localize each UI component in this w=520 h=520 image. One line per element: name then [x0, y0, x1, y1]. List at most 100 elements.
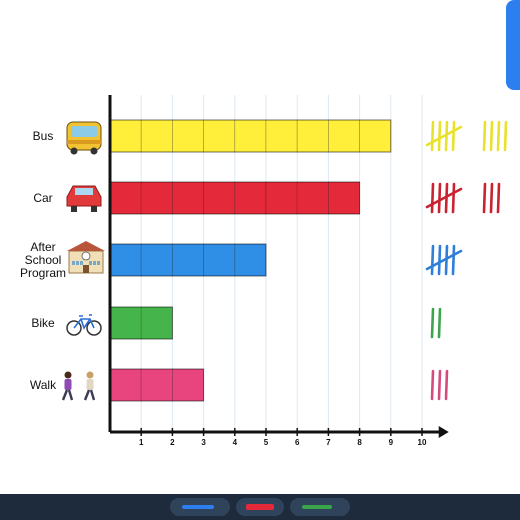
tally-stroke	[430, 369, 435, 401]
tally-bus	[425, 120, 508, 152]
school-window	[93, 261, 96, 265]
category-label: After School Program	[20, 240, 66, 280]
tally-stroke	[430, 120, 435, 152]
category-label-line: Bus	[33, 129, 54, 143]
bar-bus	[109, 119, 392, 153]
blue-pen-tool[interactable]	[170, 498, 230, 516]
bike-frame	[73, 314, 95, 330]
bar-segment	[109, 306, 142, 340]
bar-segment	[327, 181, 360, 215]
category-label: Walk	[30, 378, 57, 392]
tally-stroke	[437, 307, 442, 339]
tally-stroke	[444, 369, 449, 401]
school-icon	[67, 241, 105, 274]
tally-stroke	[496, 120, 501, 152]
x-tick-label: 4	[233, 438, 238, 447]
bar-chart: 1 2 3 4 5 6 7 8 9 10 Bus Car After School Program Bike…	[20, 95, 508, 447]
category-label-line: Car	[33, 191, 52, 205]
school-door	[83, 265, 89, 273]
x-tick-label: 7	[326, 438, 331, 447]
bike-wheel	[86, 320, 102, 336]
bus-stripe	[67, 140, 101, 144]
category-icons	[61, 121, 105, 401]
x-tick-label: 9	[389, 438, 394, 447]
bus-icon	[66, 121, 102, 155]
school-window	[72, 261, 75, 265]
bar-segment	[265, 181, 298, 215]
bar-segment	[296, 181, 329, 215]
tally-stroke	[437, 120, 442, 152]
bar-segment	[109, 181, 142, 215]
category-label: Car	[33, 191, 52, 205]
walker-body	[64, 379, 72, 390]
x-tick-label: 5	[264, 438, 269, 447]
category-label-line: After	[30, 240, 55, 254]
x-tick-label: 3	[201, 438, 206, 447]
bar-segment	[234, 119, 267, 153]
red-marker-swatch	[246, 504, 274, 510]
tally-stroke	[482, 120, 487, 152]
walker-head	[64, 371, 72, 379]
tally-after-school-program	[425, 244, 463, 276]
x-tick-label: 6	[295, 438, 300, 447]
bar-segment	[109, 368, 142, 402]
school-window	[76, 261, 79, 265]
bar-segment	[171, 119, 204, 153]
x-tick-label: 2	[170, 438, 175, 447]
tally-marks	[425, 120, 508, 401]
bar-segment	[140, 119, 173, 153]
tally-bike	[430, 307, 442, 339]
bar-walk	[109, 368, 205, 402]
drawing-toolbar	[0, 494, 520, 520]
category-label-line: Program	[20, 266, 66, 280]
category-labels: Bus Car After School Program Bike Walk	[20, 129, 66, 392]
bar-segment	[296, 119, 329, 153]
bar-segment	[140, 368, 173, 402]
x-axis-arrow	[438, 426, 449, 438]
tally-walk	[430, 369, 449, 401]
bar-segment	[203, 243, 236, 277]
green-pencil-tool[interactable]	[290, 498, 350, 516]
bar-segment	[203, 181, 236, 215]
tally-cross-stroke	[425, 187, 463, 209]
tally-stroke	[437, 369, 442, 401]
walker-body	[86, 379, 94, 390]
bus-wheel	[90, 147, 98, 155]
tally-stroke	[451, 244, 456, 276]
car-windshield	[75, 188, 93, 195]
car-icon	[66, 185, 102, 212]
walker-head	[86, 371, 94, 379]
bus-window	[71, 126, 97, 137]
bus-wheel	[70, 147, 78, 155]
bar-segment	[234, 243, 267, 277]
tally-stroke	[482, 182, 487, 214]
bars-group	[109, 119, 392, 402]
x-tick-label: 8	[357, 438, 362, 447]
red-marker-tool[interactable]	[236, 498, 284, 516]
bar-segment	[171, 181, 204, 215]
bar-segment	[140, 306, 173, 340]
car-wheel	[71, 206, 77, 212]
tally-stroke	[437, 244, 442, 276]
car-wheel	[91, 206, 97, 212]
x-tick-label: 1	[139, 438, 144, 447]
tally-car	[425, 182, 501, 214]
bar-segment	[359, 119, 392, 153]
category-label-line: School	[25, 253, 62, 267]
tally-stroke	[489, 120, 494, 152]
tally-cross-stroke	[425, 249, 463, 271]
side-panel-tab[interactable]	[506, 0, 520, 90]
green-pencil-swatch	[302, 505, 332, 509]
school-roof	[67, 241, 105, 251]
bar-segment	[140, 243, 173, 277]
bar-segment	[171, 368, 204, 402]
walker-legs	[61, 389, 74, 401]
bar-segment	[234, 181, 267, 215]
tally-stroke	[489, 182, 494, 214]
bicycle-icon	[66, 314, 102, 336]
category-label-line: Bike	[31, 316, 55, 330]
school-clock	[81, 251, 91, 261]
bar-segment	[171, 243, 204, 277]
tally-stroke	[430, 307, 435, 339]
